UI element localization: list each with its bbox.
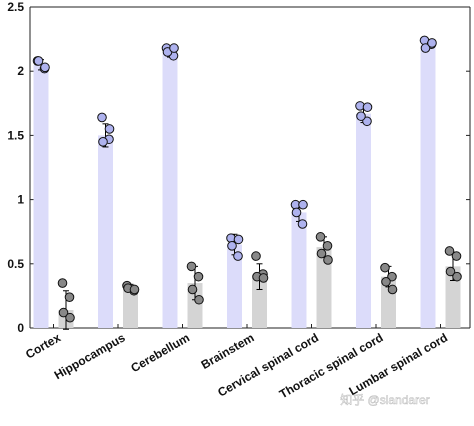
data-point [187, 284, 198, 295]
data-point [186, 261, 197, 272]
bar [187, 283, 203, 328]
data-point [427, 38, 437, 48]
bar [227, 244, 242, 328]
category-label: Thoracic spinal cord [277, 330, 386, 401]
data-point [98, 137, 108, 147]
category-label: Cerebellum [128, 330, 192, 375]
data-point [64, 292, 75, 302]
axes [29, 6, 471, 329]
data-point [233, 251, 243, 261]
data-point [194, 294, 204, 305]
data-point [298, 199, 308, 210]
data-point [227, 241, 237, 251]
y-tick-label: 1 [17, 193, 24, 207]
bar [123, 288, 138, 328]
data-point [33, 56, 44, 66]
bar [445, 266, 461, 328]
data-point [97, 112, 107, 123]
bar [98, 135, 113, 328]
data-point [362, 116, 372, 127]
data-point [251, 251, 261, 261]
data-point [420, 43, 431, 53]
bar [316, 247, 332, 328]
data-point [40, 62, 50, 73]
data-point [387, 271, 397, 282]
data-point [104, 124, 115, 134]
data-point [193, 271, 204, 282]
y-tick-label: 2 [17, 64, 24, 78]
bar [356, 113, 371, 329]
watermark-text: 知乎 @slandarer [340, 393, 430, 407]
data-point [322, 241, 333, 251]
y-tick-label: 0 [17, 321, 24, 335]
data-point [380, 262, 390, 273]
data-point [387, 284, 398, 295]
data-point [65, 312, 75, 323]
data-point [316, 248, 327, 259]
bar [291, 212, 307, 328]
y-tick-label: 2.5 [7, 0, 24, 14]
data-point [445, 266, 456, 277]
data-point [323, 255, 333, 265]
data-point [291, 207, 302, 218]
data-point [129, 284, 140, 295]
data-points-layer [32, 35, 462, 323]
data-point [297, 219, 308, 229]
data-point [444, 246, 455, 256]
data-point [315, 232, 326, 242]
data-point [452, 271, 462, 282]
bar [420, 44, 436, 329]
data-point [451, 251, 462, 261]
bar [33, 64, 49, 328]
bar [252, 276, 267, 328]
y-tick-label: 0.5 [7, 257, 24, 271]
data-point [362, 102, 373, 112]
data-point [356, 111, 366, 121]
data-point [58, 307, 69, 318]
category-label: Hippocampus [52, 330, 128, 382]
bar [162, 51, 178, 328]
data-point [57, 278, 68, 288]
category-label: Brainstem [199, 330, 257, 371]
data-point [258, 273, 269, 283]
data-point [381, 276, 391, 287]
y-tick-label: 1.5 [7, 128, 24, 142]
data-point [169, 43, 179, 53]
data-point [233, 234, 244, 245]
bars-layer [33, 44, 461, 329]
category-label: Cortex [23, 330, 63, 361]
